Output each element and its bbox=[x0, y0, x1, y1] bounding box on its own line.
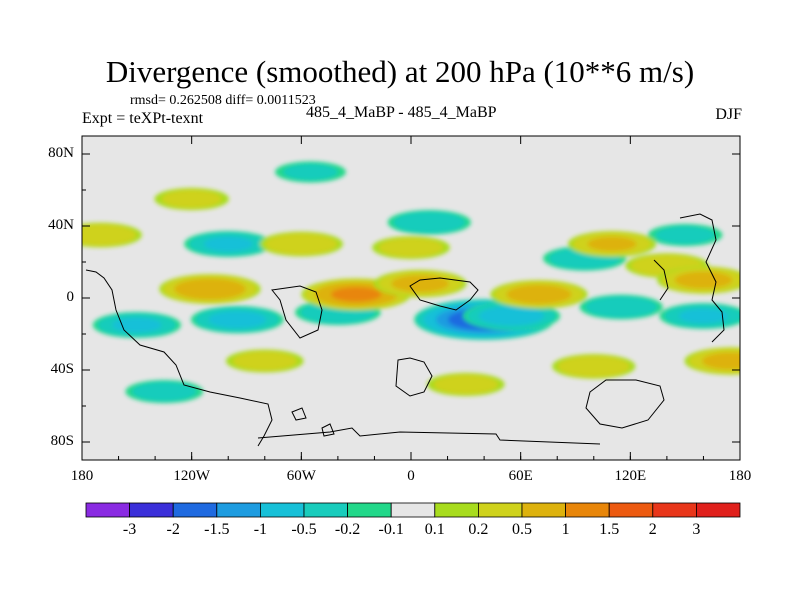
colorbar-label: -0.1 bbox=[378, 521, 404, 538]
colorbar-label: -0.5 bbox=[291, 521, 317, 538]
field-blob bbox=[372, 236, 450, 260]
field-blob bbox=[426, 372, 505, 396]
field-blob bbox=[82, 222, 142, 248]
colorbar-swatch bbox=[172, 502, 218, 518]
colorbar-swatch bbox=[521, 502, 566, 518]
colorbar-swatch bbox=[608, 502, 654, 518]
contour-level bbox=[557, 355, 630, 378]
contour-level bbox=[161, 190, 222, 208]
contour-level bbox=[265, 233, 338, 255]
axis-ticks bbox=[81, 136, 741, 460]
colorbar-swatch bbox=[477, 502, 523, 518]
field-blob bbox=[659, 302, 740, 330]
field-blob bbox=[92, 311, 181, 339]
field-blob bbox=[259, 231, 343, 257]
contour-level bbox=[433, 374, 499, 394]
y-tick-label: 0 bbox=[66, 289, 75, 305]
colorbar-label: 0.5 bbox=[512, 521, 532, 538]
field-blob bbox=[552, 354, 636, 379]
x-tick-label: 180 bbox=[728, 468, 752, 484]
contour-level bbox=[283, 163, 338, 181]
field-blob bbox=[190, 305, 284, 334]
contour-level bbox=[330, 287, 382, 302]
x-tick-label: 120W bbox=[173, 468, 210, 484]
contour-level bbox=[208, 311, 267, 329]
contour-level bbox=[391, 275, 449, 293]
rmsd-stats: rmsd= 0.262508 diff= 0.0011523 bbox=[130, 93, 316, 108]
contour-level bbox=[587, 236, 637, 252]
colorbar-label: 2 bbox=[648, 521, 657, 538]
colorbar-label: -2 bbox=[166, 521, 180, 538]
field-blob bbox=[225, 349, 304, 373]
colorbar-label: 0.2 bbox=[468, 521, 489, 538]
colorbar-swatch bbox=[652, 502, 697, 518]
colorbar-label: 1.5 bbox=[599, 521, 620, 538]
field-blob bbox=[159, 274, 261, 304]
coastlines bbox=[85, 213, 725, 447]
colorbar-swatch bbox=[259, 502, 305, 518]
colorbar-swatch bbox=[434, 502, 479, 518]
contour-level bbox=[82, 224, 137, 246]
field-blob bbox=[490, 280, 588, 309]
colorbar bbox=[85, 502, 741, 518]
field-blob bbox=[684, 347, 740, 375]
contour-level bbox=[585, 296, 658, 318]
season-label: DJF bbox=[715, 106, 742, 123]
contour-level bbox=[203, 236, 253, 252]
field-blob bbox=[387, 210, 471, 235]
y-tick-label: 40S bbox=[50, 361, 74, 377]
colorbar-swatch bbox=[216, 502, 261, 518]
field-blob bbox=[184, 230, 273, 258]
contour-level bbox=[678, 308, 728, 324]
x-tick-label: 60E bbox=[508, 468, 533, 484]
x-tick-label: 60W bbox=[286, 468, 316, 484]
colorbar-swatch bbox=[85, 502, 130, 518]
colorbar-swatch bbox=[303, 502, 348, 518]
contour-level bbox=[378, 238, 444, 258]
x-tick-label: 120E bbox=[614, 468, 647, 484]
field-blob bbox=[154, 187, 229, 211]
colorbar-label: 0.1 bbox=[424, 521, 445, 538]
y-tick-label: 80S bbox=[50, 433, 74, 449]
case-label: 485_4_MaBP - 485_4_MaBP bbox=[306, 104, 497, 121]
field-blob bbox=[647, 223, 723, 247]
field-blob bbox=[125, 380, 204, 404]
colorbar-label: 3 bbox=[692, 521, 701, 538]
colorbar-label: -0.2 bbox=[334, 521, 361, 538]
field-blob bbox=[579, 294, 663, 320]
contour-level bbox=[655, 226, 716, 244]
field-blob bbox=[373, 269, 467, 298]
contour-level bbox=[702, 352, 740, 370]
colorbar-swatch bbox=[696, 502, 741, 518]
divergence-field bbox=[82, 161, 740, 404]
y-tick-label: 80N bbox=[48, 145, 74, 161]
colorbar-swatch bbox=[565, 502, 610, 518]
contour-level bbox=[479, 306, 545, 326]
chart-title: Divergence (smoothed) at 200 hPa (10**6 … bbox=[105, 54, 695, 89]
colorbar-label: -1 bbox=[253, 521, 268, 538]
x-tick-label: 0 bbox=[407, 468, 415, 484]
contour-level bbox=[674, 271, 733, 289]
contour-level bbox=[232, 351, 298, 371]
colorbar-swatch bbox=[347, 502, 392, 518]
contour-level bbox=[131, 382, 197, 402]
contour-level bbox=[174, 278, 246, 300]
contour-level bbox=[112, 317, 162, 333]
x-tick-label: 180 bbox=[70, 468, 94, 484]
colorbar-label: -1.5 bbox=[204, 521, 230, 538]
field-blob bbox=[657, 266, 740, 294]
colorbar-label: 1 bbox=[561, 521, 570, 538]
colorbar-label: -3 bbox=[122, 521, 137, 538]
contour-level bbox=[393, 211, 466, 234]
experiment-label: Expt = teXPt-texnt bbox=[82, 110, 204, 127]
field-blob bbox=[274, 161, 346, 183]
field-blob bbox=[462, 301, 561, 331]
y-tick-label: 40N bbox=[48, 217, 74, 233]
contour-level bbox=[506, 284, 572, 304]
colorbar-swatch bbox=[390, 502, 436, 518]
field-blob bbox=[567, 230, 657, 258]
colorbar-swatch bbox=[129, 502, 174, 518]
